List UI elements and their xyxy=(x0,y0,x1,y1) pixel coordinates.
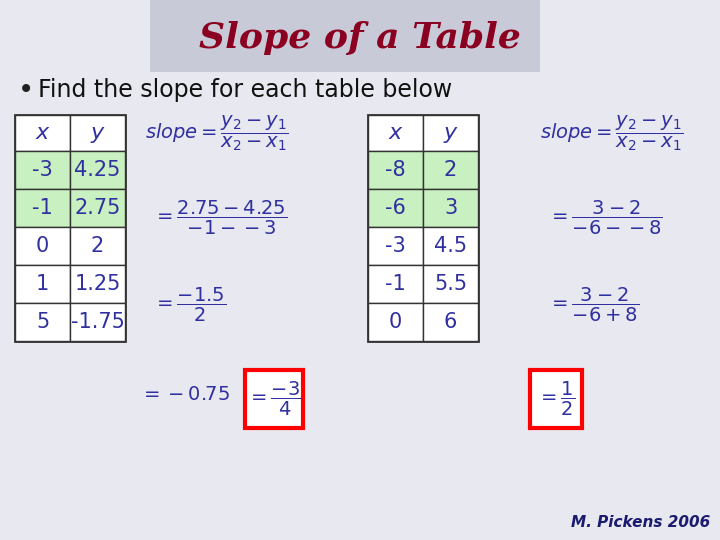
Text: $= \dfrac{3 - 2}{-6 - -8}$: $= \dfrac{3 - 2}{-6 - -8}$ xyxy=(548,199,663,237)
Text: $= \dfrac{2.75 - 4.25}{-1 - -3}$: $= \dfrac{2.75 - 4.25}{-1 - -3}$ xyxy=(153,199,287,237)
Text: 2.75: 2.75 xyxy=(74,198,121,218)
Bar xyxy=(368,151,423,189)
Bar xyxy=(15,189,70,227)
Bar xyxy=(15,265,70,303)
Text: $= \dfrac{3 - 2}{-6 + 8}$: $= \dfrac{3 - 2}{-6 + 8}$ xyxy=(548,286,639,324)
Bar xyxy=(15,151,70,189)
Bar xyxy=(530,370,582,428)
Text: 5.5: 5.5 xyxy=(434,274,467,294)
Bar xyxy=(368,265,423,303)
Bar xyxy=(70,265,125,303)
Bar xyxy=(423,189,478,227)
Text: x: x xyxy=(36,123,49,143)
Bar xyxy=(70,115,125,151)
Bar xyxy=(15,303,70,341)
Text: y: y xyxy=(91,123,104,143)
Text: -1: -1 xyxy=(385,274,406,294)
Bar xyxy=(423,115,478,151)
Bar xyxy=(368,115,478,341)
Bar xyxy=(368,227,423,265)
Bar xyxy=(70,151,125,189)
Text: $= \dfrac{-3}{4}$: $= \dfrac{-3}{4}$ xyxy=(247,380,302,418)
Bar xyxy=(423,303,478,341)
Text: -8: -8 xyxy=(385,160,406,180)
Text: $= \dfrac{1}{2}$: $= \dfrac{1}{2}$ xyxy=(537,380,575,418)
Bar xyxy=(150,0,540,72)
Text: x: x xyxy=(389,123,402,143)
Text: -3: -3 xyxy=(32,160,53,180)
Text: 2: 2 xyxy=(91,236,104,256)
Bar xyxy=(15,115,125,341)
Text: 6: 6 xyxy=(444,312,457,332)
Bar xyxy=(15,115,70,151)
Text: 3: 3 xyxy=(444,198,457,218)
Bar xyxy=(15,227,70,265)
Text: 1: 1 xyxy=(36,274,49,294)
Text: $= -0.75$: $= -0.75$ xyxy=(140,386,230,404)
Text: -1: -1 xyxy=(32,198,53,218)
Text: $slope = \dfrac{y_2 - y_1}{x_2 - x_1}$: $slope = \dfrac{y_2 - y_1}{x_2 - x_1}$ xyxy=(145,113,288,153)
Text: 1.25: 1.25 xyxy=(74,274,121,294)
Text: 0: 0 xyxy=(36,236,49,256)
Text: 0: 0 xyxy=(389,312,402,332)
Bar xyxy=(368,189,423,227)
Bar xyxy=(423,265,478,303)
Text: 4.25: 4.25 xyxy=(74,160,121,180)
Text: -6: -6 xyxy=(385,198,406,218)
Text: 4.5: 4.5 xyxy=(434,236,467,256)
Bar xyxy=(245,370,303,428)
Text: y: y xyxy=(444,123,457,143)
Text: Slope of a Table: Slope of a Table xyxy=(199,21,521,55)
Text: $= \dfrac{-1.5}{2}$: $= \dfrac{-1.5}{2}$ xyxy=(153,286,226,324)
Text: Find the slope for each table below: Find the slope for each table below xyxy=(38,78,452,102)
Text: 2: 2 xyxy=(444,160,457,180)
Bar xyxy=(368,303,423,341)
Text: M. Pickens 2006: M. Pickens 2006 xyxy=(571,515,710,530)
Bar xyxy=(70,227,125,265)
Bar xyxy=(423,151,478,189)
Text: •: • xyxy=(18,76,35,104)
Text: $slope = \dfrac{y_2 - y_1}{x_2 - x_1}$: $slope = \dfrac{y_2 - y_1}{x_2 - x_1}$ xyxy=(540,113,683,153)
Bar xyxy=(70,303,125,341)
Bar xyxy=(70,189,125,227)
Text: -1.75: -1.75 xyxy=(71,312,125,332)
Bar xyxy=(368,115,423,151)
Bar xyxy=(423,227,478,265)
Text: 5: 5 xyxy=(36,312,49,332)
Text: -3: -3 xyxy=(385,236,406,256)
